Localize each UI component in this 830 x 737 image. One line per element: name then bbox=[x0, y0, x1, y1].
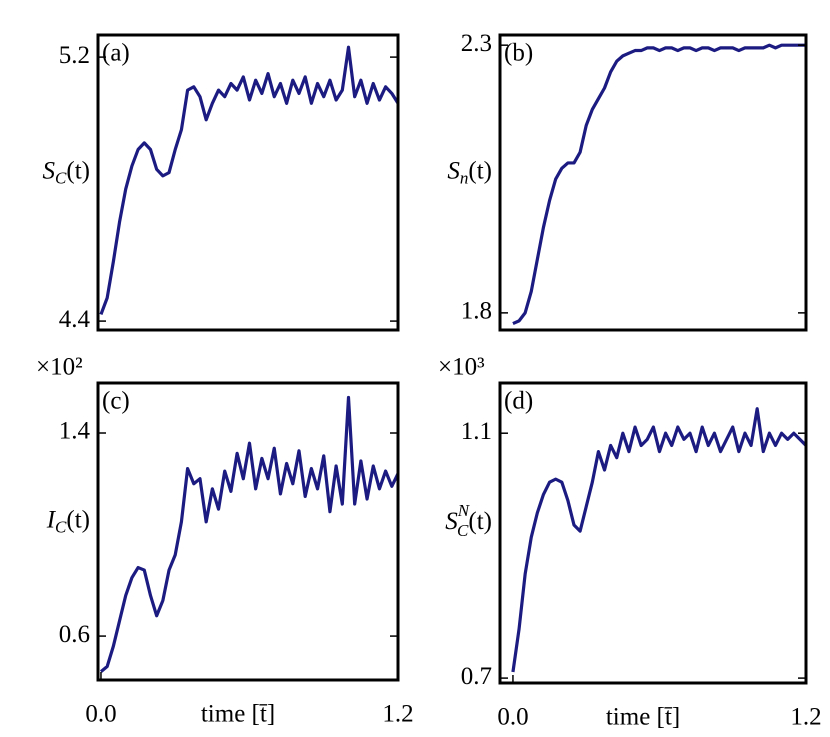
y-axis-label: IC(t) bbox=[46, 506, 90, 536]
y-axis-label: Sn(t) bbox=[447, 157, 492, 187]
panel: 1.4 0.6 0.0 1.2 time [t̄] (c) ×10² IC(t) bbox=[36, 354, 414, 728]
frame bbox=[498, 33, 808, 332]
label-arg: (t) bbox=[468, 508, 492, 535]
y-tick-label: 2.3 bbox=[461, 30, 492, 57]
label-sub: n bbox=[460, 168, 469, 187]
y-tick-label: 1.1 bbox=[461, 418, 492, 445]
frame bbox=[96, 33, 400, 332]
label-base: S bbox=[445, 508, 458, 535]
x-tick-label: 0.0 bbox=[497, 704, 528, 731]
y-tick-label: 0.7 bbox=[461, 663, 492, 690]
x-tick-label: 0.0 bbox=[85, 701, 116, 728]
data-line bbox=[99, 45, 398, 316]
label-sup: N bbox=[457, 501, 471, 520]
y-tick-label: 0.6 bbox=[59, 621, 90, 648]
label-arg: (t) bbox=[66, 506, 90, 533]
label-base: S bbox=[43, 157, 56, 184]
data-line bbox=[511, 407, 806, 673]
label-sub: C bbox=[55, 517, 67, 536]
panel: 5.2 4.4 (a) SC(t) bbox=[43, 33, 400, 333]
label-arg: (t) bbox=[468, 157, 492, 184]
panel: 2.3 1.8 (b) Sn(t) bbox=[447, 30, 808, 332]
label-sub: C bbox=[457, 521, 469, 540]
y-tick-label: 1.8 bbox=[461, 298, 492, 325]
label-arg: (t) bbox=[66, 157, 90, 184]
panel-label: (b) bbox=[504, 40, 533, 67]
offset-text: ×10³ bbox=[438, 354, 485, 381]
offset-text: ×10² bbox=[36, 354, 83, 381]
data-line bbox=[99, 395, 398, 673]
panel-label: (d) bbox=[504, 388, 533, 415]
label-base: S bbox=[447, 157, 460, 184]
panel-label: (c) bbox=[102, 388, 130, 415]
label-sub: C bbox=[55, 168, 67, 187]
panel-label: (a) bbox=[102, 40, 130, 67]
panel: 1.1 0.70.0 1.2 time [t̄] (d) ×10³ SN C(t) bbox=[438, 354, 822, 731]
x-axis-label: time [t̄] bbox=[606, 704, 680, 731]
x-axis-label: time [t̄] bbox=[201, 701, 275, 728]
x-tick-label: 1.2 bbox=[382, 701, 413, 728]
y-axis-label: SN C(t) bbox=[445, 501, 492, 540]
x-tick-label: 1.2 bbox=[790, 704, 821, 731]
y-tick-label: 5.2 bbox=[59, 42, 90, 69]
label-base: I bbox=[46, 506, 57, 533]
y-axis-label: SC(t) bbox=[43, 157, 90, 187]
y-tick-label: 1.4 bbox=[59, 418, 91, 445]
y-tick-label: 4.4 bbox=[59, 306, 91, 333]
data-line bbox=[512, 43, 806, 326]
frame bbox=[498, 381, 808, 685]
frame bbox=[96, 381, 400, 682]
